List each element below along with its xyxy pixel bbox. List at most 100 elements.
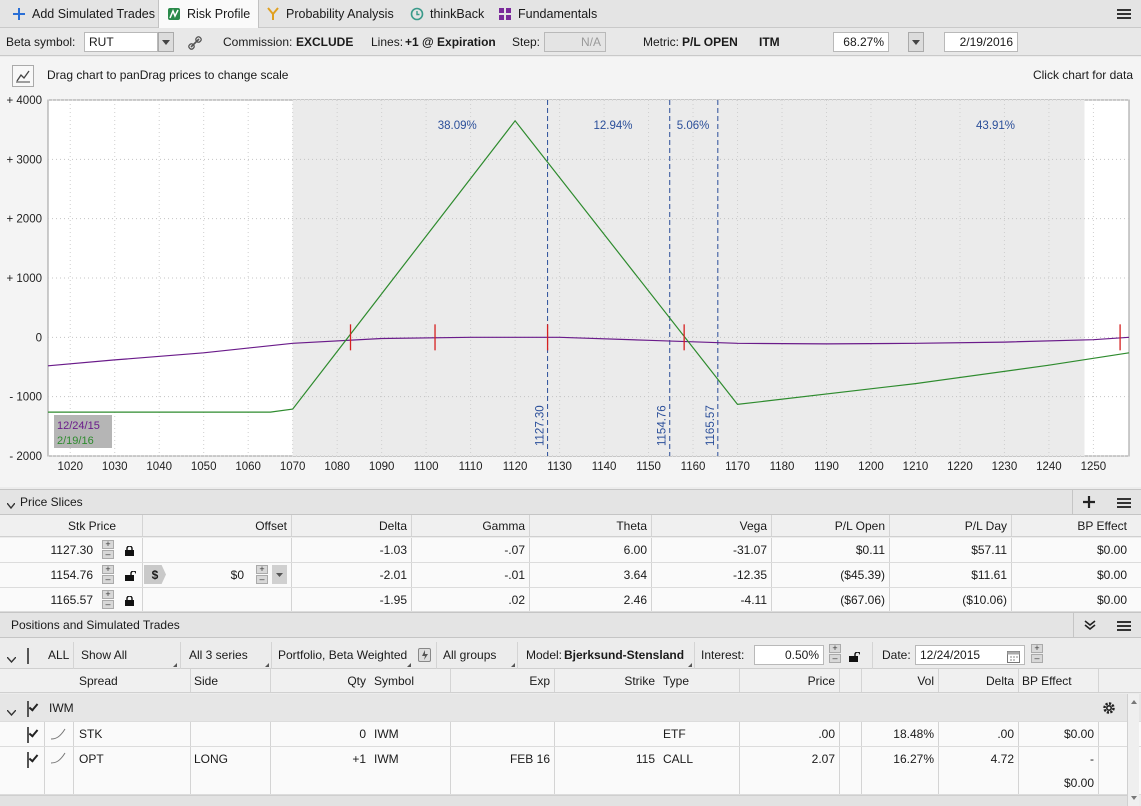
- price-slice-row[interactable]: 1165.57 + – -1.95 .02 2.46 -4.11 ($67.06…: [0, 588, 1141, 612]
- offset-value[interactable]: $0: [230, 568, 244, 582]
- flash-icon[interactable]: [418, 648, 431, 662]
- unlock-icon[interactable]: [849, 651, 861, 662]
- metric-value[interactable]: P/L OPEN: [682, 35, 738, 49]
- col-strike[interactable]: Strike: [624, 673, 655, 688]
- col-type[interactable]: Type: [663, 673, 690, 688]
- date-down[interactable]: –: [1031, 654, 1043, 663]
- beta-symbol-input[interactable]: RUT: [84, 32, 158, 52]
- lock-icon[interactable]: [125, 595, 134, 606]
- col-pl-open[interactable]: P/L Open: [834, 518, 885, 533]
- interest-up[interactable]: +: [829, 644, 841, 653]
- model-value[interactable]: Bjerksund-Stensland: [564, 648, 685, 662]
- positions-menu-icon[interactable]: [1117, 621, 1131, 631]
- date-input[interactable]: 12/24/2015: [915, 645, 1025, 665]
- col-bp-effect[interactable]: BP Effect: [1022, 673, 1072, 688]
- gear-icon[interactable]: [1101, 700, 1117, 716]
- qty-value[interactable]: +1: [352, 752, 366, 766]
- price-value[interactable]: 2.07: [811, 752, 835, 766]
- col-side[interactable]: Side: [194, 673, 219, 688]
- price-slice-row[interactable]: 1154.76 + – $ $0 + – -2.01 -.01 3.64 -12…: [0, 563, 1141, 588]
- interest-input[interactable]: 0.50%: [754, 645, 824, 665]
- beta-symbol-dropdown[interactable]: [158, 32, 174, 52]
- stk-price-value[interactable]: 1127.30: [50, 543, 94, 557]
- tab-add-simulated-trades[interactable]: Add Simulated Trades: [4, 0, 163, 28]
- price-slice-row[interactable]: 1127.30 + – -1.03 -.07 6.00 -31.07 $0.11…: [0, 538, 1141, 563]
- stk-price-value[interactable]: 1154.76: [50, 568, 94, 582]
- stk-price-up[interactable]: +: [102, 590, 114, 599]
- dollar-offset-icon[interactable]: $: [144, 565, 166, 584]
- col-delta[interactable]: Delta: [985, 673, 1014, 688]
- calendar-icon[interactable]: [1007, 650, 1020, 663]
- col-bp-effect[interactable]: BP Effect: [1077, 518, 1127, 533]
- group-checkbox[interactable]: [27, 701, 29, 717]
- price-slices-menu-icon[interactable]: [1117, 498, 1131, 508]
- offset-up[interactable]: +: [256, 565, 268, 574]
- collapse-chevron-icon[interactable]: [6, 498, 16, 510]
- show-filter[interactable]: Show All: [81, 648, 128, 662]
- portfolio-filter[interactable]: Portfolio, Beta Weighted: [278, 648, 408, 662]
- col-stk-price[interactable]: Stk Price: [67, 518, 116, 533]
- date-up[interactable]: +: [1031, 644, 1043, 653]
- col-symbol[interactable]: Symbol: [374, 673, 415, 688]
- menu-icon[interactable]: [1117, 9, 1131, 19]
- position-checkbox[interactable]: [27, 727, 29, 743]
- chart-style-icon[interactable]: [12, 65, 34, 87]
- group-row[interactable]: IWM: [0, 694, 1141, 722]
- expiration-date-input[interactable]: 2/19/2016: [944, 32, 1018, 52]
- add-price-slice-button[interactable]: [1072, 490, 1105, 514]
- stk-price-down[interactable]: –: [102, 600, 114, 609]
- unlock-icon[interactable]: [125, 570, 137, 581]
- col-exp[interactable]: Exp: [529, 673, 550, 688]
- itm-label[interactable]: ITM: [759, 35, 780, 49]
- tab-probability-analysis[interactable]: Probability Analysis: [258, 0, 402, 28]
- commission-value[interactable]: EXCLUDE: [296, 35, 354, 49]
- risk-profile-chart[interactable]: + 4000 + 3000 + 2000 + 1000 0 - 1000 - 2000 102…: [0, 95, 1141, 487]
- strike-value[interactable]: 115: [635, 752, 655, 766]
- position-row[interactable]: STK 0 IWM ETF .00 18.48% .00 $0.00: [0, 722, 1141, 747]
- collapse-panel-button[interactable]: [1073, 613, 1106, 637]
- offset-down[interactable]: –: [256, 575, 268, 584]
- link-icon[interactable]: [188, 36, 202, 50]
- offset-dropdown[interactable]: [272, 565, 287, 584]
- risk-profile-toolbar: Beta symbol: RUT Commission: EXCLUDE Lin…: [0, 28, 1141, 80]
- col-qty[interactable]: Qty: [347, 673, 366, 688]
- col-pl-day[interactable]: P/L Day: [964, 518, 1007, 533]
- position-row[interactable]: OPT LONG +1 IWM FEB 16 115 CALL 2.07 16.…: [0, 747, 1141, 795]
- exp-value[interactable]: FEB 16: [509, 752, 550, 766]
- select-all-checkbox[interactable]: [27, 648, 29, 664]
- stk-price-down[interactable]: –: [102, 550, 114, 559]
- col-price[interactable]: Price: [807, 673, 835, 688]
- interest-down[interactable]: –: [829, 654, 841, 663]
- horizontal-scrollbar[interactable]: [0, 795, 1127, 806]
- tab-thinkback[interactable]: thinkBack: [402, 0, 492, 28]
- col-vol[interactable]: Vol: [917, 673, 934, 688]
- col-delta[interactable]: Delta: [378, 518, 407, 533]
- groups-filter[interactable]: All groups: [443, 648, 497, 662]
- series-filter[interactable]: All 3 series: [189, 648, 248, 662]
- lines-value[interactable]: +1 @ Expiration: [405, 35, 496, 49]
- col-spread[interactable]: Spread: [79, 673, 118, 688]
- group-collapse-chevron-icon[interactable]: [6, 705, 17, 719]
- chart-hint: Drag chart to panDrag prices to change s…: [47, 68, 289, 82]
- position-checkbox[interactable]: [27, 752, 29, 768]
- price-value[interactable]: .00: [818, 727, 835, 741]
- col-offset[interactable]: Offset: [255, 518, 287, 533]
- col-vega[interactable]: Vega: [739, 518, 767, 533]
- positions-scrollbar[interactable]: [1127, 694, 1139, 806]
- col-theta[interactable]: Theta: [616, 518, 647, 533]
- collapse-all-chevron-icon[interactable]: [6, 652, 17, 666]
- type-value[interactable]: CALL: [663, 752, 694, 766]
- itm-dropdown[interactable]: [908, 32, 924, 52]
- col-gamma[interactable]: Gamma: [482, 518, 525, 533]
- stk-price-up[interactable]: +: [102, 540, 114, 549]
- risk-profile-chart-svg[interactable]: + 4000 + 3000 + 2000 + 1000 0 - 1000 - 2000 102…: [0, 95, 1141, 487]
- tab-risk-profile[interactable]: Risk Profile: [158, 0, 260, 28]
- stk-price-up[interactable]: +: [102, 565, 114, 574]
- side-value[interactable]: LONG: [194, 752, 229, 766]
- stk-price-value[interactable]: 1165.57: [50, 592, 94, 607]
- itm-probability-input[interactable]: 68.27%: [833, 32, 889, 52]
- tab-fundamentals[interactable]: Fundamentals: [490, 0, 605, 28]
- lock-icon[interactable]: [125, 545, 134, 556]
- stk-price-down[interactable]: –: [102, 575, 114, 584]
- qty-value[interactable]: 0: [359, 727, 366, 741]
